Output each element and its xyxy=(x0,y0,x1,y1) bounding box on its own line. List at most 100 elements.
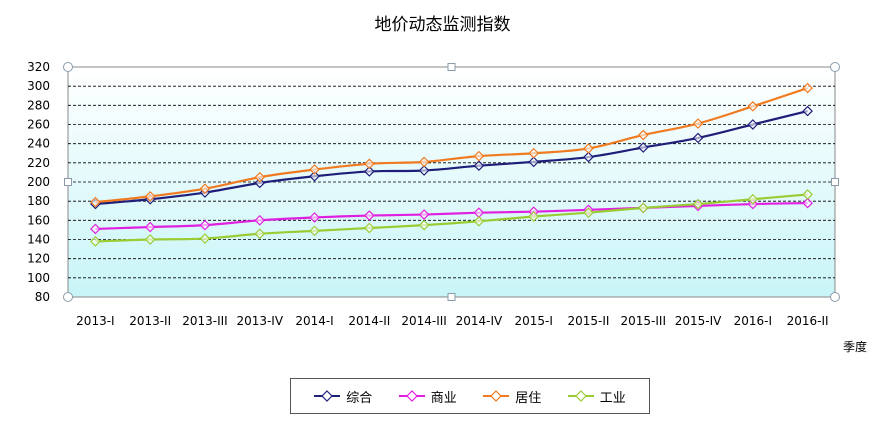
x-tick-label: 2014-III xyxy=(401,314,447,328)
data-point xyxy=(473,160,485,172)
y-tick-label: 180 xyxy=(27,194,50,208)
resize-handle[interactable] xyxy=(831,178,839,186)
data-point xyxy=(637,142,649,153)
data-point xyxy=(692,198,704,210)
data-point xyxy=(309,164,320,175)
x-tick-label: 2016-II xyxy=(787,314,829,328)
data-point xyxy=(254,177,266,189)
data-point xyxy=(363,166,375,177)
data-point xyxy=(637,202,649,214)
data-point xyxy=(363,222,375,234)
y-tick-label: 260 xyxy=(27,118,50,132)
x-tick-label: 2016-I xyxy=(734,314,772,328)
data-point xyxy=(473,215,485,227)
y-tick-label: 120 xyxy=(27,252,50,266)
resize-handle[interactable] xyxy=(447,293,456,301)
resize-handle[interactable] xyxy=(830,62,840,72)
y-tick-label: 100 xyxy=(27,271,50,285)
y-tick-label: 220 xyxy=(27,156,50,170)
data-point xyxy=(90,236,101,247)
y-tick-label: 140 xyxy=(27,233,50,247)
x-tick-label: 2015-I xyxy=(514,314,552,328)
data-point xyxy=(637,129,649,141)
data-point xyxy=(254,228,266,240)
data-point xyxy=(144,234,156,245)
y-tick-label: 160 xyxy=(27,213,50,227)
y-tick-label: 80 xyxy=(35,290,50,304)
y-tick-label: 280 xyxy=(27,98,50,112)
series-line xyxy=(95,110,808,206)
legend-label: 商业 xyxy=(430,390,457,406)
resize-handle[interactable] xyxy=(64,178,72,186)
legend-swatch xyxy=(398,390,425,402)
data-point xyxy=(90,223,101,235)
data-point xyxy=(528,156,540,168)
y-tick-label: 200 xyxy=(27,175,50,189)
legend-item: 综合 xyxy=(314,387,372,406)
resize-handle[interactable] xyxy=(63,62,73,72)
legend-item: 商业 xyxy=(398,387,457,406)
chart-title: 地价动态监测指数 xyxy=(374,15,511,35)
series-line xyxy=(95,87,808,204)
x-tick-label: 2013-IV xyxy=(236,314,283,328)
data-point xyxy=(418,165,430,176)
data-point xyxy=(363,210,375,221)
data-point xyxy=(144,221,156,233)
resize-handle[interactable] xyxy=(830,292,840,302)
data-point xyxy=(418,209,430,220)
y-tick-label: 320 xyxy=(27,60,50,74)
data-point xyxy=(309,170,320,182)
data-point xyxy=(473,150,485,162)
legend-label: 工业 xyxy=(599,390,626,406)
data-point xyxy=(254,171,266,183)
data-point xyxy=(583,151,594,163)
x-tick-label: 2015-III xyxy=(621,314,667,328)
data-point xyxy=(418,219,430,231)
data-point xyxy=(747,119,759,130)
legend-item: 居住 xyxy=(483,387,541,406)
x-axis-title: 季度 xyxy=(842,340,867,354)
data-point xyxy=(802,189,813,200)
data-point xyxy=(528,211,540,222)
data-point xyxy=(199,219,211,231)
y-tick-label: 300 xyxy=(27,79,50,93)
x-tick-label: 2014-I xyxy=(295,314,333,328)
x-tick-label: 2015-IV xyxy=(675,314,722,328)
legend-swatch xyxy=(483,390,510,402)
data-point xyxy=(90,196,101,208)
data-point xyxy=(583,143,594,154)
y-tick-label: 240 xyxy=(27,137,50,151)
x-tick-label: 2014-IV xyxy=(456,314,503,328)
data-point xyxy=(309,225,320,237)
data-point xyxy=(309,212,320,223)
data-point xyxy=(747,100,759,112)
legend: 综合 商业 居住 工业 xyxy=(290,378,650,414)
data-point xyxy=(802,82,813,94)
data-point xyxy=(692,132,704,144)
legend-label: 综合 xyxy=(346,390,373,406)
data-point xyxy=(144,191,156,202)
data-point xyxy=(802,105,813,117)
x-tick-label: 2015-II xyxy=(567,314,609,328)
resize-handle[interactable] xyxy=(447,63,456,71)
data-point xyxy=(583,207,594,219)
x-tick-label: 2013-II xyxy=(129,314,171,328)
data-point xyxy=(418,156,430,168)
data-point xyxy=(692,118,704,129)
data-point xyxy=(528,147,540,159)
data-point xyxy=(199,233,211,244)
legend-swatch xyxy=(314,390,341,402)
data-point xyxy=(747,193,759,205)
data-point xyxy=(363,158,375,170)
x-tick-label: 2014-II xyxy=(348,314,390,328)
x-tick-label: 2013-I xyxy=(76,314,114,328)
data-point xyxy=(802,197,813,209)
data-point xyxy=(199,183,211,195)
legend-swatch xyxy=(567,390,594,402)
resize-handle[interactable] xyxy=(63,292,73,302)
legend-item: 工业 xyxy=(567,387,626,406)
x-tick-label: 2013-III xyxy=(182,314,228,328)
data-point xyxy=(254,214,266,226)
legend-label: 居住 xyxy=(515,390,542,406)
